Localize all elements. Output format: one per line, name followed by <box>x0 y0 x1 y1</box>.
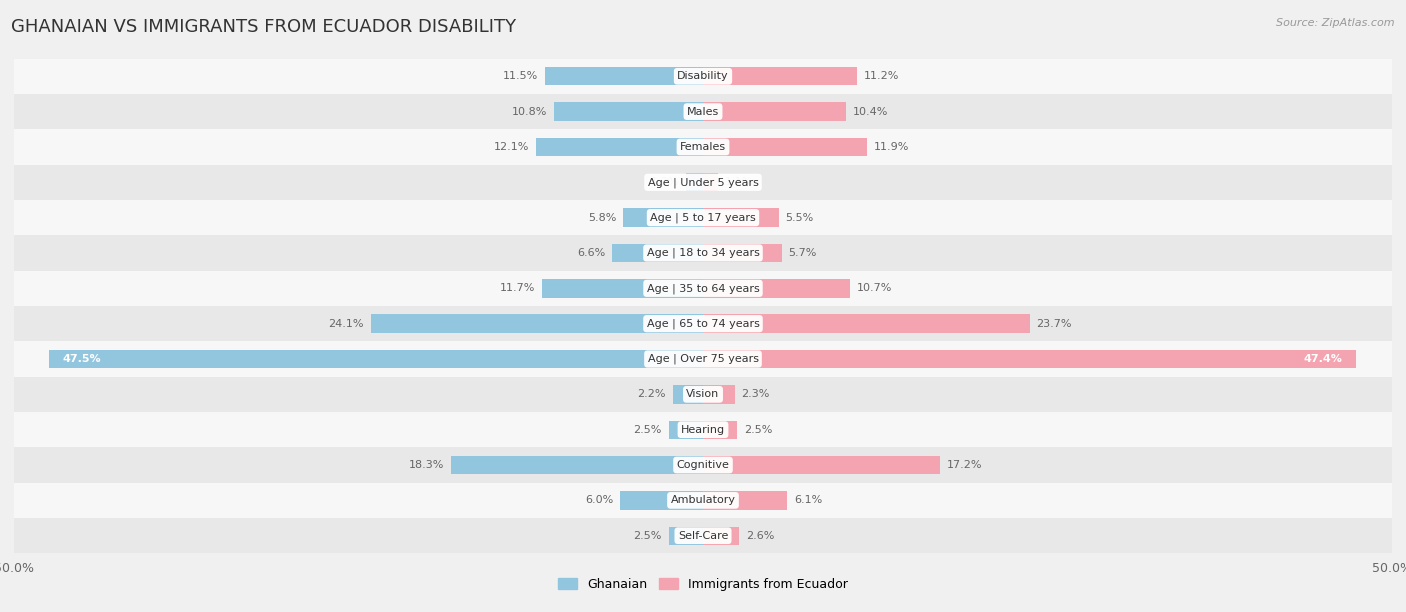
Bar <box>554 102 703 121</box>
Bar <box>669 420 703 439</box>
Bar <box>703 279 851 297</box>
Bar <box>14 165 1392 200</box>
Bar <box>672 385 703 403</box>
Text: Age | 65 to 74 years: Age | 65 to 74 years <box>647 318 759 329</box>
Bar <box>14 341 1392 376</box>
Text: Cognitive: Cognitive <box>676 460 730 470</box>
Text: Hearing: Hearing <box>681 425 725 435</box>
Text: Males: Males <box>688 106 718 117</box>
Bar <box>14 518 1392 553</box>
Text: 5.7%: 5.7% <box>789 248 817 258</box>
Text: Age | 35 to 64 years: Age | 35 to 64 years <box>647 283 759 294</box>
Text: GHANAIAN VS IMMIGRANTS FROM ECUADOR DISABILITY: GHANAIAN VS IMMIGRANTS FROM ECUADOR DISA… <box>11 18 516 36</box>
Text: 18.3%: 18.3% <box>409 460 444 470</box>
Bar <box>14 59 1392 94</box>
Bar <box>703 102 846 121</box>
Text: 5.8%: 5.8% <box>588 212 616 223</box>
Text: 24.1%: 24.1% <box>329 319 364 329</box>
Bar <box>703 350 1357 368</box>
Text: 17.2%: 17.2% <box>946 460 983 470</box>
Bar <box>703 173 718 192</box>
Bar <box>703 456 941 474</box>
Legend: Ghanaian, Immigrants from Ecuador: Ghanaian, Immigrants from Ecuador <box>553 573 853 596</box>
Text: 2.5%: 2.5% <box>744 425 773 435</box>
Bar <box>669 526 703 545</box>
Text: Ambulatory: Ambulatory <box>671 495 735 506</box>
Text: 2.6%: 2.6% <box>745 531 775 541</box>
Text: Vision: Vision <box>686 389 720 400</box>
Bar <box>703 491 787 510</box>
Text: 10.4%: 10.4% <box>853 106 889 117</box>
Bar <box>541 279 703 297</box>
Text: Age | Under 5 years: Age | Under 5 years <box>648 177 758 187</box>
Text: 11.5%: 11.5% <box>502 71 537 81</box>
Text: 6.0%: 6.0% <box>585 495 613 506</box>
Bar <box>544 67 703 86</box>
Text: 2.5%: 2.5% <box>633 531 662 541</box>
Bar <box>612 244 703 262</box>
Bar <box>14 236 1392 271</box>
Bar <box>451 456 703 474</box>
Text: 47.5%: 47.5% <box>62 354 101 364</box>
Text: 1.1%: 1.1% <box>725 177 754 187</box>
Text: 2.5%: 2.5% <box>633 425 662 435</box>
Text: 23.7%: 23.7% <box>1036 319 1071 329</box>
Bar <box>14 200 1392 236</box>
Bar <box>14 94 1392 129</box>
Text: 10.8%: 10.8% <box>512 106 547 117</box>
Text: 10.7%: 10.7% <box>858 283 893 293</box>
Bar <box>703 526 738 545</box>
Bar <box>536 138 703 156</box>
Text: 5.5%: 5.5% <box>786 212 814 223</box>
Text: 11.2%: 11.2% <box>865 71 900 81</box>
Text: 6.1%: 6.1% <box>794 495 823 506</box>
Bar <box>703 67 858 86</box>
Text: 11.9%: 11.9% <box>875 142 910 152</box>
Bar <box>623 209 703 227</box>
Bar <box>703 244 782 262</box>
Bar <box>14 483 1392 518</box>
Text: Age | 18 to 34 years: Age | 18 to 34 years <box>647 248 759 258</box>
Text: 1.2%: 1.2% <box>651 177 679 187</box>
Text: Source: ZipAtlas.com: Source: ZipAtlas.com <box>1277 18 1395 28</box>
Bar <box>686 173 703 192</box>
Bar <box>14 271 1392 306</box>
Bar <box>703 138 868 156</box>
Bar <box>703 385 735 403</box>
Text: 2.2%: 2.2% <box>637 389 666 400</box>
Bar <box>703 209 779 227</box>
Bar <box>48 350 703 368</box>
Text: 12.1%: 12.1% <box>494 142 530 152</box>
Bar <box>371 315 703 333</box>
Bar <box>14 447 1392 483</box>
Bar <box>14 306 1392 341</box>
Text: Self-Care: Self-Care <box>678 531 728 541</box>
Text: 11.7%: 11.7% <box>499 283 534 293</box>
Text: 6.6%: 6.6% <box>576 248 605 258</box>
Bar <box>14 129 1392 165</box>
Text: Disability: Disability <box>678 71 728 81</box>
Text: Age | 5 to 17 years: Age | 5 to 17 years <box>650 212 756 223</box>
Bar <box>703 420 738 439</box>
Bar <box>620 491 703 510</box>
Bar <box>14 376 1392 412</box>
Text: 47.4%: 47.4% <box>1303 354 1343 364</box>
Bar <box>14 412 1392 447</box>
Text: Age | Over 75 years: Age | Over 75 years <box>648 354 758 364</box>
Bar <box>703 315 1029 333</box>
Text: Females: Females <box>681 142 725 152</box>
Text: 2.3%: 2.3% <box>741 389 770 400</box>
